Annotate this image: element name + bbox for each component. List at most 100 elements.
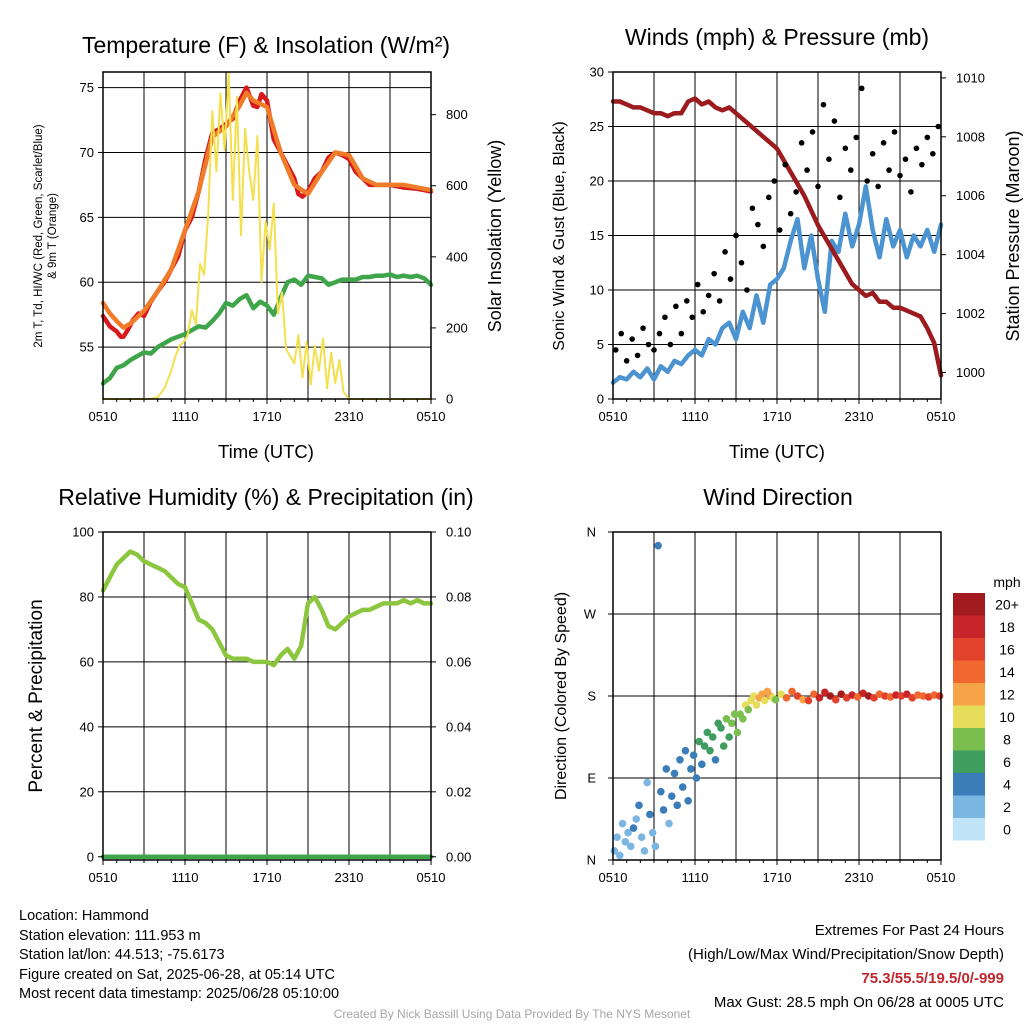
direction-point <box>935 692 944 700</box>
x-tick-label: 2310 <box>335 409 364 424</box>
series-line <box>102 71 432 400</box>
direction-point <box>616 851 624 860</box>
gust-point <box>831 118 838 124</box>
temperature-ylabel-left2: & 9m T (Orange) <box>47 193 59 279</box>
gust-point <box>924 134 931 141</box>
gust-point <box>694 281 701 288</box>
x-tick-label: 1110 <box>172 409 199 424</box>
gust-point <box>722 249 728 255</box>
gust-point <box>656 330 663 337</box>
gust-point <box>891 129 898 135</box>
x-tick-label: 1110 <box>682 409 709 424</box>
humidity-title: Relative Humidity (%) & Precipitation (i… <box>58 484 473 510</box>
direction-point <box>771 695 780 704</box>
y-tick-label: S <box>587 689 596 704</box>
y2-tick-label: 600 <box>446 178 468 193</box>
gust-point <box>623 358 630 364</box>
y-tick-label: 60 <box>80 275 94 290</box>
y2-tick-label: 0.02 <box>446 784 471 799</box>
created-text: Figure created on Sat, 2025-06-28, at 05… <box>19 966 335 983</box>
direction-point <box>698 760 706 769</box>
x-tick-label: 0510 <box>927 409 956 424</box>
gust-point <box>738 259 745 266</box>
colorbar-label: 14 <box>999 664 1015 680</box>
temperature-xlabel: Time (UTC) <box>218 441 314 462</box>
direction-point <box>681 746 690 755</box>
gust-point <box>716 298 723 304</box>
y-tick-label: 30 <box>590 65 604 80</box>
gust-point <box>864 178 870 184</box>
gust-point <box>678 330 685 337</box>
direction-point <box>687 765 695 773</box>
y-tick-label: N <box>587 525 596 540</box>
y-tick-label: W <box>584 607 597 622</box>
colorbar-label: 16 <box>999 641 1015 657</box>
colorbar-label: 8 <box>1003 731 1011 747</box>
y2-tick-label: 0.08 <box>446 589 471 604</box>
direction-point <box>624 828 632 837</box>
direction-point <box>903 690 911 698</box>
gust-point <box>766 194 772 201</box>
direction-point <box>700 742 709 750</box>
y-tick-label: 0 <box>87 849 94 864</box>
gust-point <box>711 270 717 277</box>
colorbar-swatch <box>953 660 985 683</box>
y-tick-label: 70 <box>80 145 94 160</box>
panel-humidity: Relative Humidity (%) & Precipitation (i… <box>26 484 474 885</box>
gust-point <box>837 194 843 201</box>
x-tick-label: 1710 <box>253 409 282 424</box>
direction-ylabel-left: Direction (Colored By Speed) <box>553 592 570 800</box>
gust-point <box>651 347 657 353</box>
gust-point <box>848 167 854 173</box>
direction-point <box>744 705 753 714</box>
colorbar-title: mph <box>993 574 1020 590</box>
humidity-plot: 0510 1110 1710 2310 0510 0 20 40 60 80 100 0.00 0.02… <box>72 525 471 886</box>
y2-tick-label: 0 <box>446 392 453 407</box>
max-gust-text: Max Gust: 28.5 mph On 06/28 at 0005 UTC <box>713 994 1004 1011</box>
direction-point <box>657 787 665 796</box>
y-tick-label: 55 <box>80 340 94 355</box>
series-line <box>100 272 434 386</box>
gust-point <box>776 227 783 233</box>
gust-point <box>684 298 690 304</box>
direction-point <box>760 696 769 705</box>
gust-point <box>782 161 788 168</box>
direction-point <box>651 842 660 851</box>
direction-point <box>804 696 813 705</box>
colorbar-swatch <box>953 705 985 728</box>
gust-point <box>700 309 706 315</box>
gust-point <box>886 167 892 173</box>
gust-point <box>826 156 832 162</box>
direction-point <box>831 695 840 704</box>
panel-winds: Winds (mph) & Pressure (mb) Sonic Wind &… <box>551 24 1023 462</box>
x-tick-label: 2310 <box>335 870 364 885</box>
gust-point <box>793 189 799 195</box>
direction-point <box>788 687 796 696</box>
x-tick-label: 0510 <box>89 870 118 885</box>
gust-point <box>662 314 668 321</box>
colorbar-swatch <box>953 795 985 818</box>
series-line <box>610 96 944 378</box>
gust-point <box>902 156 909 162</box>
colorbar-swatch <box>953 750 985 773</box>
direction-point <box>684 796 692 805</box>
x-tick-label: 0510 <box>599 870 628 885</box>
y2-tick-label: 1010 <box>956 70 985 85</box>
y2-tick-label: 0.06 <box>446 654 471 669</box>
panel-temperature: Temperature (F) & Insolation (W/m²) 2m T… <box>33 32 505 462</box>
direction-point <box>621 837 630 846</box>
winds-xlabel: Time (UTC) <box>729 441 825 462</box>
gust-point <box>749 205 756 212</box>
gust-point <box>673 303 679 310</box>
x-tick-label: 1710 <box>763 870 792 885</box>
direction-point <box>689 751 698 760</box>
gust-point <box>935 123 942 130</box>
colorbar-label: 18 <box>999 619 1015 635</box>
direction-point <box>725 733 733 741</box>
direction-point <box>719 742 728 750</box>
gust-point <box>612 347 619 353</box>
gust-point <box>618 330 624 337</box>
gust-point <box>804 167 810 173</box>
colorbar-label: 10 <box>999 709 1015 725</box>
